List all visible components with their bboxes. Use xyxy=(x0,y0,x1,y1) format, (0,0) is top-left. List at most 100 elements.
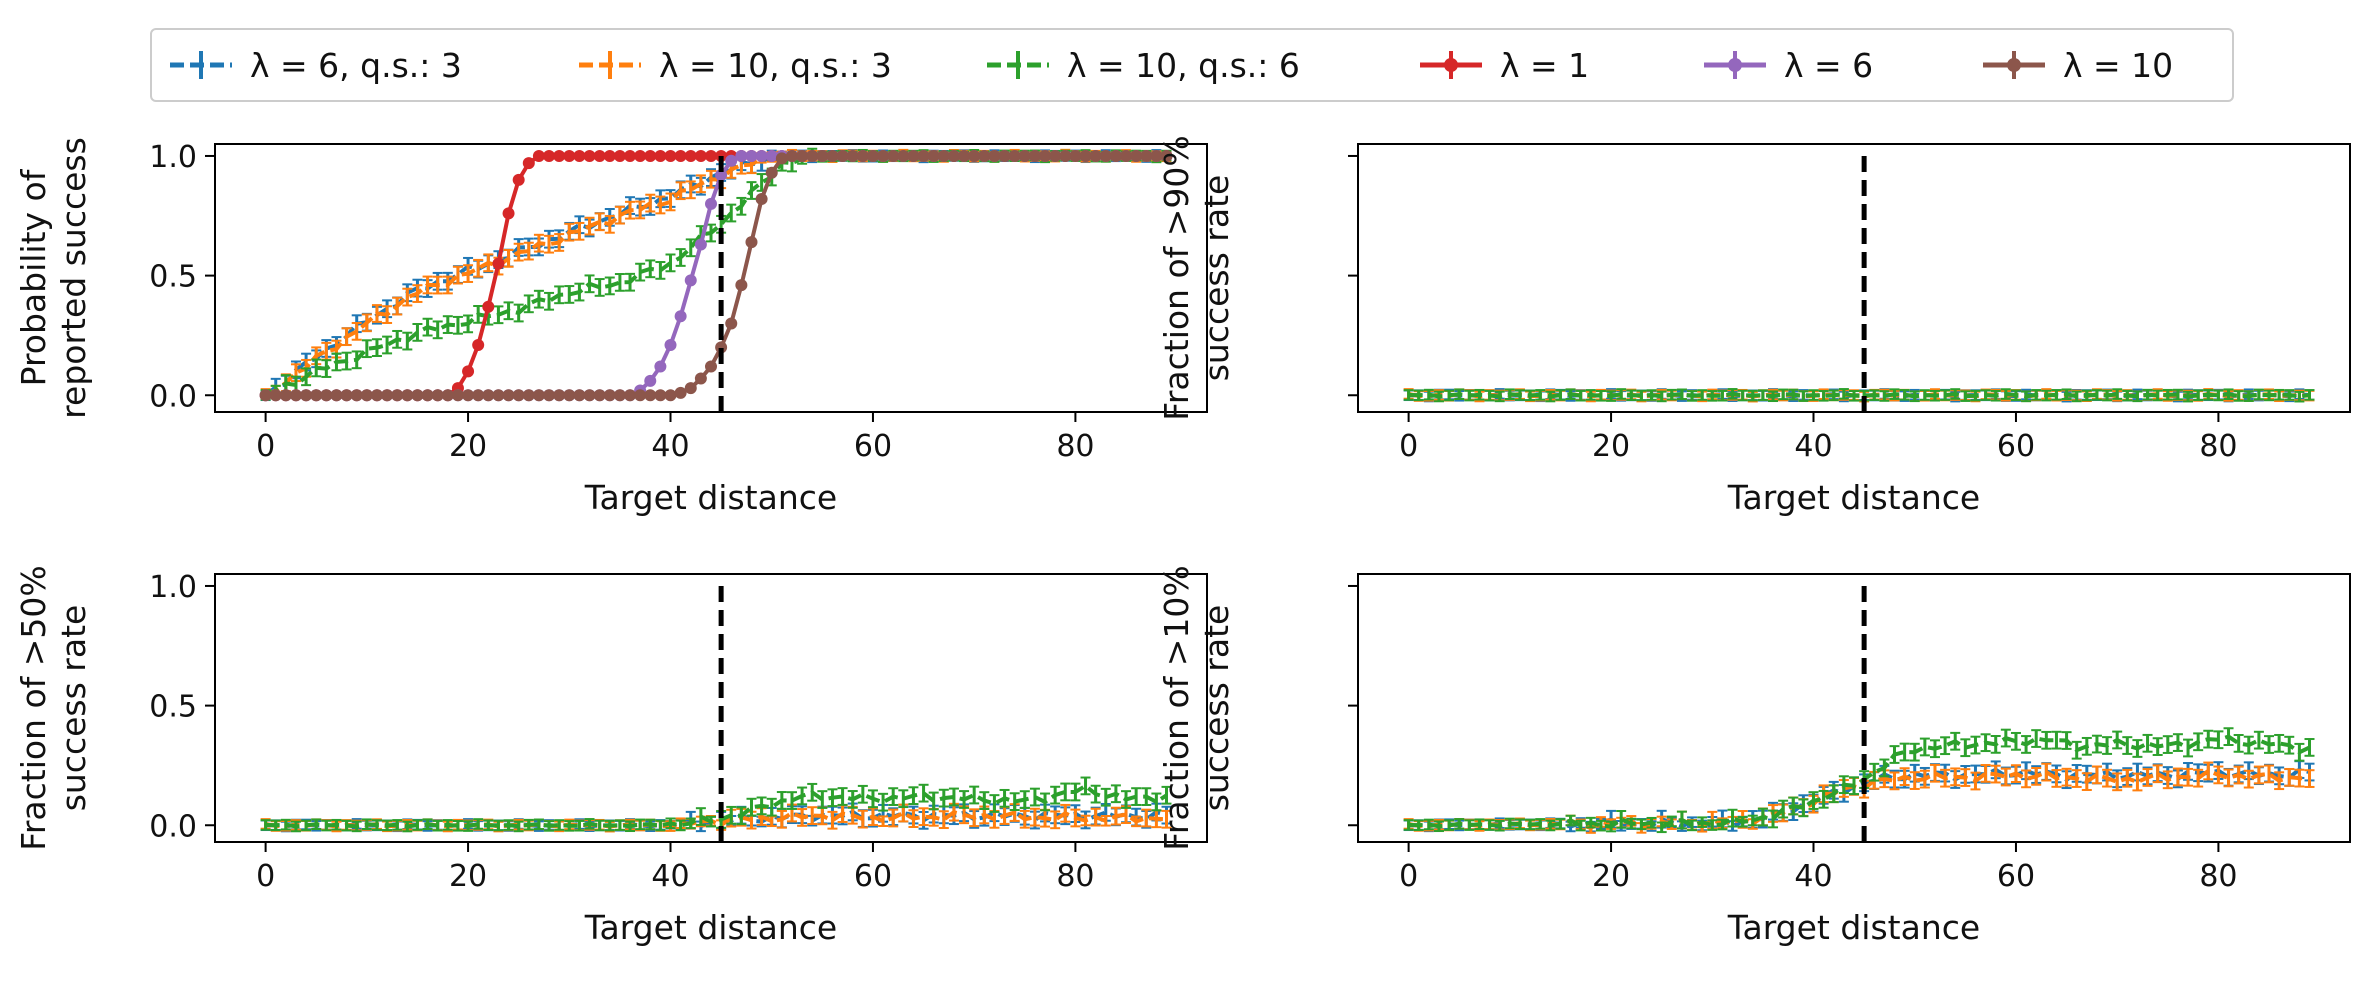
data-point xyxy=(674,310,687,323)
data-point xyxy=(694,372,707,385)
y-axis-label: reported success xyxy=(54,137,93,419)
x-tick-label: 40 xyxy=(651,429,689,464)
data-point xyxy=(512,389,525,402)
data-point xyxy=(1089,149,1102,162)
data-point xyxy=(715,341,728,354)
data-point xyxy=(684,274,697,287)
legend-label: λ = 6 xyxy=(1784,45,1874,85)
data-point xyxy=(411,389,424,402)
data-point xyxy=(664,339,677,351)
y-tick-label: 0.5 xyxy=(149,690,197,725)
x-tick-label: 60 xyxy=(854,429,892,464)
data-point xyxy=(968,149,981,162)
x-tick-label: 0 xyxy=(256,429,275,464)
data-point xyxy=(897,149,910,162)
series-line xyxy=(1408,734,2311,830)
data-point xyxy=(866,149,879,162)
data-point xyxy=(553,389,566,402)
data-point xyxy=(674,149,687,162)
data-point xyxy=(765,149,778,162)
x-tick-label: 40 xyxy=(1794,859,1832,894)
x-tick-label: 80 xyxy=(1056,429,1094,464)
data-point xyxy=(917,149,930,162)
data-point xyxy=(694,238,707,251)
data-point xyxy=(532,149,545,162)
data-point xyxy=(543,389,556,402)
series-lambda-10-q-s-6 xyxy=(1403,388,2315,403)
data-point xyxy=(775,152,788,165)
data-point xyxy=(745,149,758,162)
data-point xyxy=(310,389,323,402)
data-point xyxy=(725,317,738,330)
data-point xyxy=(958,149,971,162)
panel-bottom-right: 0 20 40 60 80 Target distance Fraction of >10%… xyxy=(1157,565,2351,947)
legend-swatch xyxy=(1420,51,1482,79)
data-point xyxy=(765,166,778,179)
series-lambda-10-q-s-6 xyxy=(260,776,1172,833)
x-axis-label: Target distance xyxy=(1727,908,1980,947)
data-point xyxy=(644,374,657,387)
data-point xyxy=(654,389,667,402)
plot-area xyxy=(1403,585,2315,842)
data-point xyxy=(472,389,485,402)
data-point xyxy=(1069,149,1082,162)
data-point xyxy=(1099,149,1112,162)
data-point xyxy=(391,389,404,402)
axes-frame xyxy=(214,143,1208,413)
legend-item-lambda-6: λ = 6 xyxy=(1700,30,1873,100)
data-point xyxy=(360,389,373,402)
data-point xyxy=(593,389,606,402)
data-point xyxy=(654,149,667,162)
data-point xyxy=(492,257,505,270)
data-point xyxy=(856,149,869,162)
legend-item-lambda-10-q-s-6: λ = 10, q.s.: 6 xyxy=(983,30,1300,100)
data-point xyxy=(441,389,454,402)
data-point xyxy=(583,149,596,162)
data-point xyxy=(583,389,596,402)
data-point xyxy=(826,149,839,162)
data-point xyxy=(1130,149,1143,162)
y-axis-label: success rate xyxy=(1197,605,1236,812)
data-point xyxy=(715,169,728,182)
data-point xyxy=(1109,149,1122,162)
y-tick-label: 0.0 xyxy=(149,379,197,414)
x-tick-label: 40 xyxy=(1794,429,1832,464)
y-tick-label: 0.0 xyxy=(149,809,197,844)
data-point xyxy=(259,389,272,402)
data-point xyxy=(350,389,363,402)
data-point xyxy=(877,149,890,162)
data-point xyxy=(269,389,282,402)
data-point xyxy=(785,149,798,162)
data-point xyxy=(796,149,809,162)
legend-label: λ = 1 xyxy=(1500,45,1590,85)
data-point xyxy=(401,389,414,402)
data-point xyxy=(543,149,556,162)
plot-area xyxy=(260,585,1172,842)
series-line xyxy=(264,152,1167,396)
x-tick-label: 40 xyxy=(651,859,689,894)
data-point xyxy=(684,149,697,162)
legend-item-lambda-10: λ = 10 xyxy=(1979,30,2173,100)
plot-area xyxy=(1403,155,2315,412)
data-point xyxy=(927,149,940,162)
data-point xyxy=(694,149,707,162)
data-point xyxy=(573,389,586,402)
data-point xyxy=(684,382,697,395)
y-tick-label: 0.5 xyxy=(149,260,197,295)
x-tick-label: 60 xyxy=(854,859,892,894)
data-point xyxy=(1049,149,1062,162)
data-point xyxy=(806,149,819,162)
data-point xyxy=(624,389,637,402)
data-point xyxy=(482,300,495,313)
data-point xyxy=(289,389,302,402)
data-point xyxy=(330,389,343,402)
legend-swatch xyxy=(1704,51,1766,79)
x-tick-label: 80 xyxy=(1056,859,1094,894)
data-point xyxy=(725,154,738,167)
legend-item-lambda-6-q-s-3: λ = 6, q.s.: 3 xyxy=(166,30,462,100)
x-tick-label: 80 xyxy=(2199,429,2237,464)
y-tick-label: 1.0 xyxy=(149,140,197,175)
data-point xyxy=(492,389,505,402)
data-point xyxy=(1028,149,1041,162)
data-point xyxy=(644,149,657,162)
